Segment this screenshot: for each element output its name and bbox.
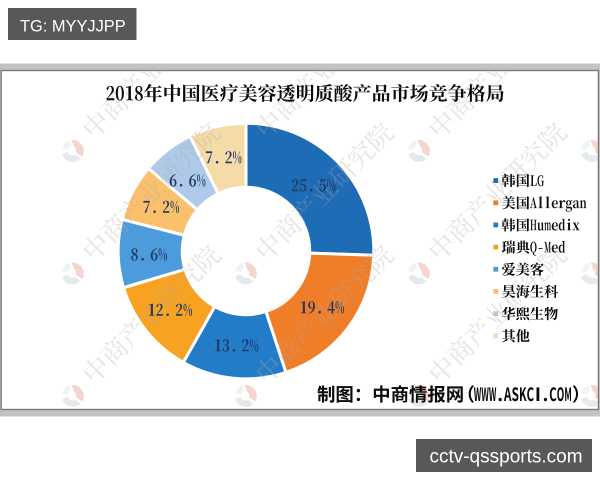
svg-text:TG: MYYJJPP: TG: MYYJJPP — [20, 17, 126, 35]
svg-text:cctv-qssports.com: cctv-qssports.com — [429, 447, 582, 468]
